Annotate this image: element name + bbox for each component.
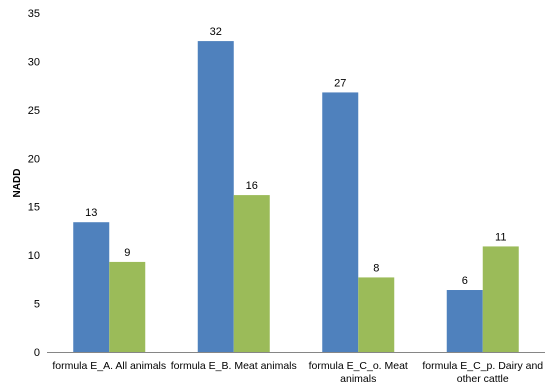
- category-label: formula E_B. Meat animals: [171, 360, 297, 372]
- y-tick-label: 30: [28, 56, 40, 68]
- data-label: 6: [462, 275, 468, 287]
- bar: [482, 246, 519, 352]
- y-tick-label: 10: [28, 250, 40, 262]
- y-tick-label: 35: [28, 8, 40, 20]
- bar: [197, 41, 234, 353]
- bar: [358, 277, 395, 352]
- data-labels: 13 9 32 16 27 8 6 11: [85, 26, 506, 287]
- data-label: 8: [373, 262, 379, 274]
- category-label: formula E_A. All animals: [52, 360, 166, 372]
- data-label: 13: [85, 207, 97, 219]
- category-label: formula E_C_o. Meat: [309, 360, 408, 372]
- data-label: 9: [124, 247, 130, 259]
- category-labels: formula E_A. All animals formula E_B. Mea…: [52, 360, 543, 385]
- y-axis-ticks: 0 5 10 15 20 25 30 35: [28, 8, 40, 359]
- y-tick-label: 20: [28, 153, 40, 165]
- bars: [73, 41, 519, 353]
- y-tick-label: 0: [34, 347, 40, 359]
- data-label: 11: [495, 231, 506, 243]
- category-label: animals: [340, 373, 376, 385]
- bar: [446, 290, 483, 352]
- y-tick-label: 15: [28, 202, 40, 214]
- data-label: 27: [334, 77, 346, 89]
- data-label: 32: [210, 26, 222, 38]
- data-label: 16: [246, 180, 258, 192]
- category-label: other cattle: [457, 373, 509, 385]
- bar: [73, 222, 110, 352]
- category-label: formula E_C_p. Dairy and: [422, 360, 543, 372]
- bar: [322, 92, 359, 353]
- y-axis-label: NADD: [12, 169, 23, 198]
- y-tick-label: 25: [28, 105, 40, 117]
- bar: [109, 261, 146, 352]
- y-tick-label: 5: [34, 299, 40, 311]
- bar: [233, 195, 270, 352]
